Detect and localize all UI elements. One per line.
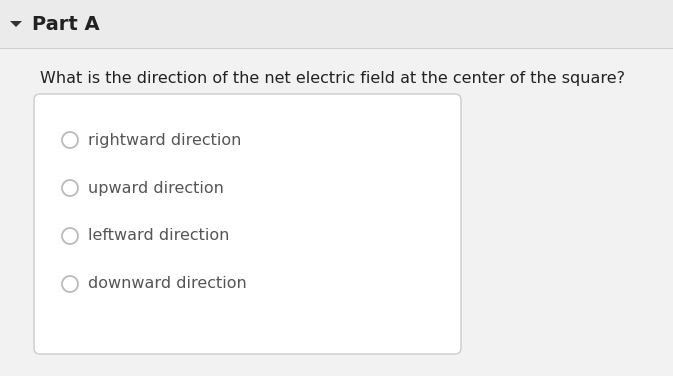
Text: Part A: Part A <box>32 15 100 33</box>
FancyBboxPatch shape <box>0 0 673 48</box>
Text: What is the direction of the net electric field at the center of the square?: What is the direction of the net electri… <box>40 71 625 85</box>
Polygon shape <box>10 21 22 27</box>
Text: downward direction: downward direction <box>88 276 247 291</box>
Circle shape <box>62 132 78 148</box>
Text: rightward direction: rightward direction <box>88 132 242 147</box>
FancyBboxPatch shape <box>34 94 461 354</box>
Circle shape <box>62 276 78 292</box>
Circle shape <box>62 180 78 196</box>
Text: leftward direction: leftward direction <box>88 229 229 244</box>
Circle shape <box>62 228 78 244</box>
Text: upward direction: upward direction <box>88 180 224 196</box>
